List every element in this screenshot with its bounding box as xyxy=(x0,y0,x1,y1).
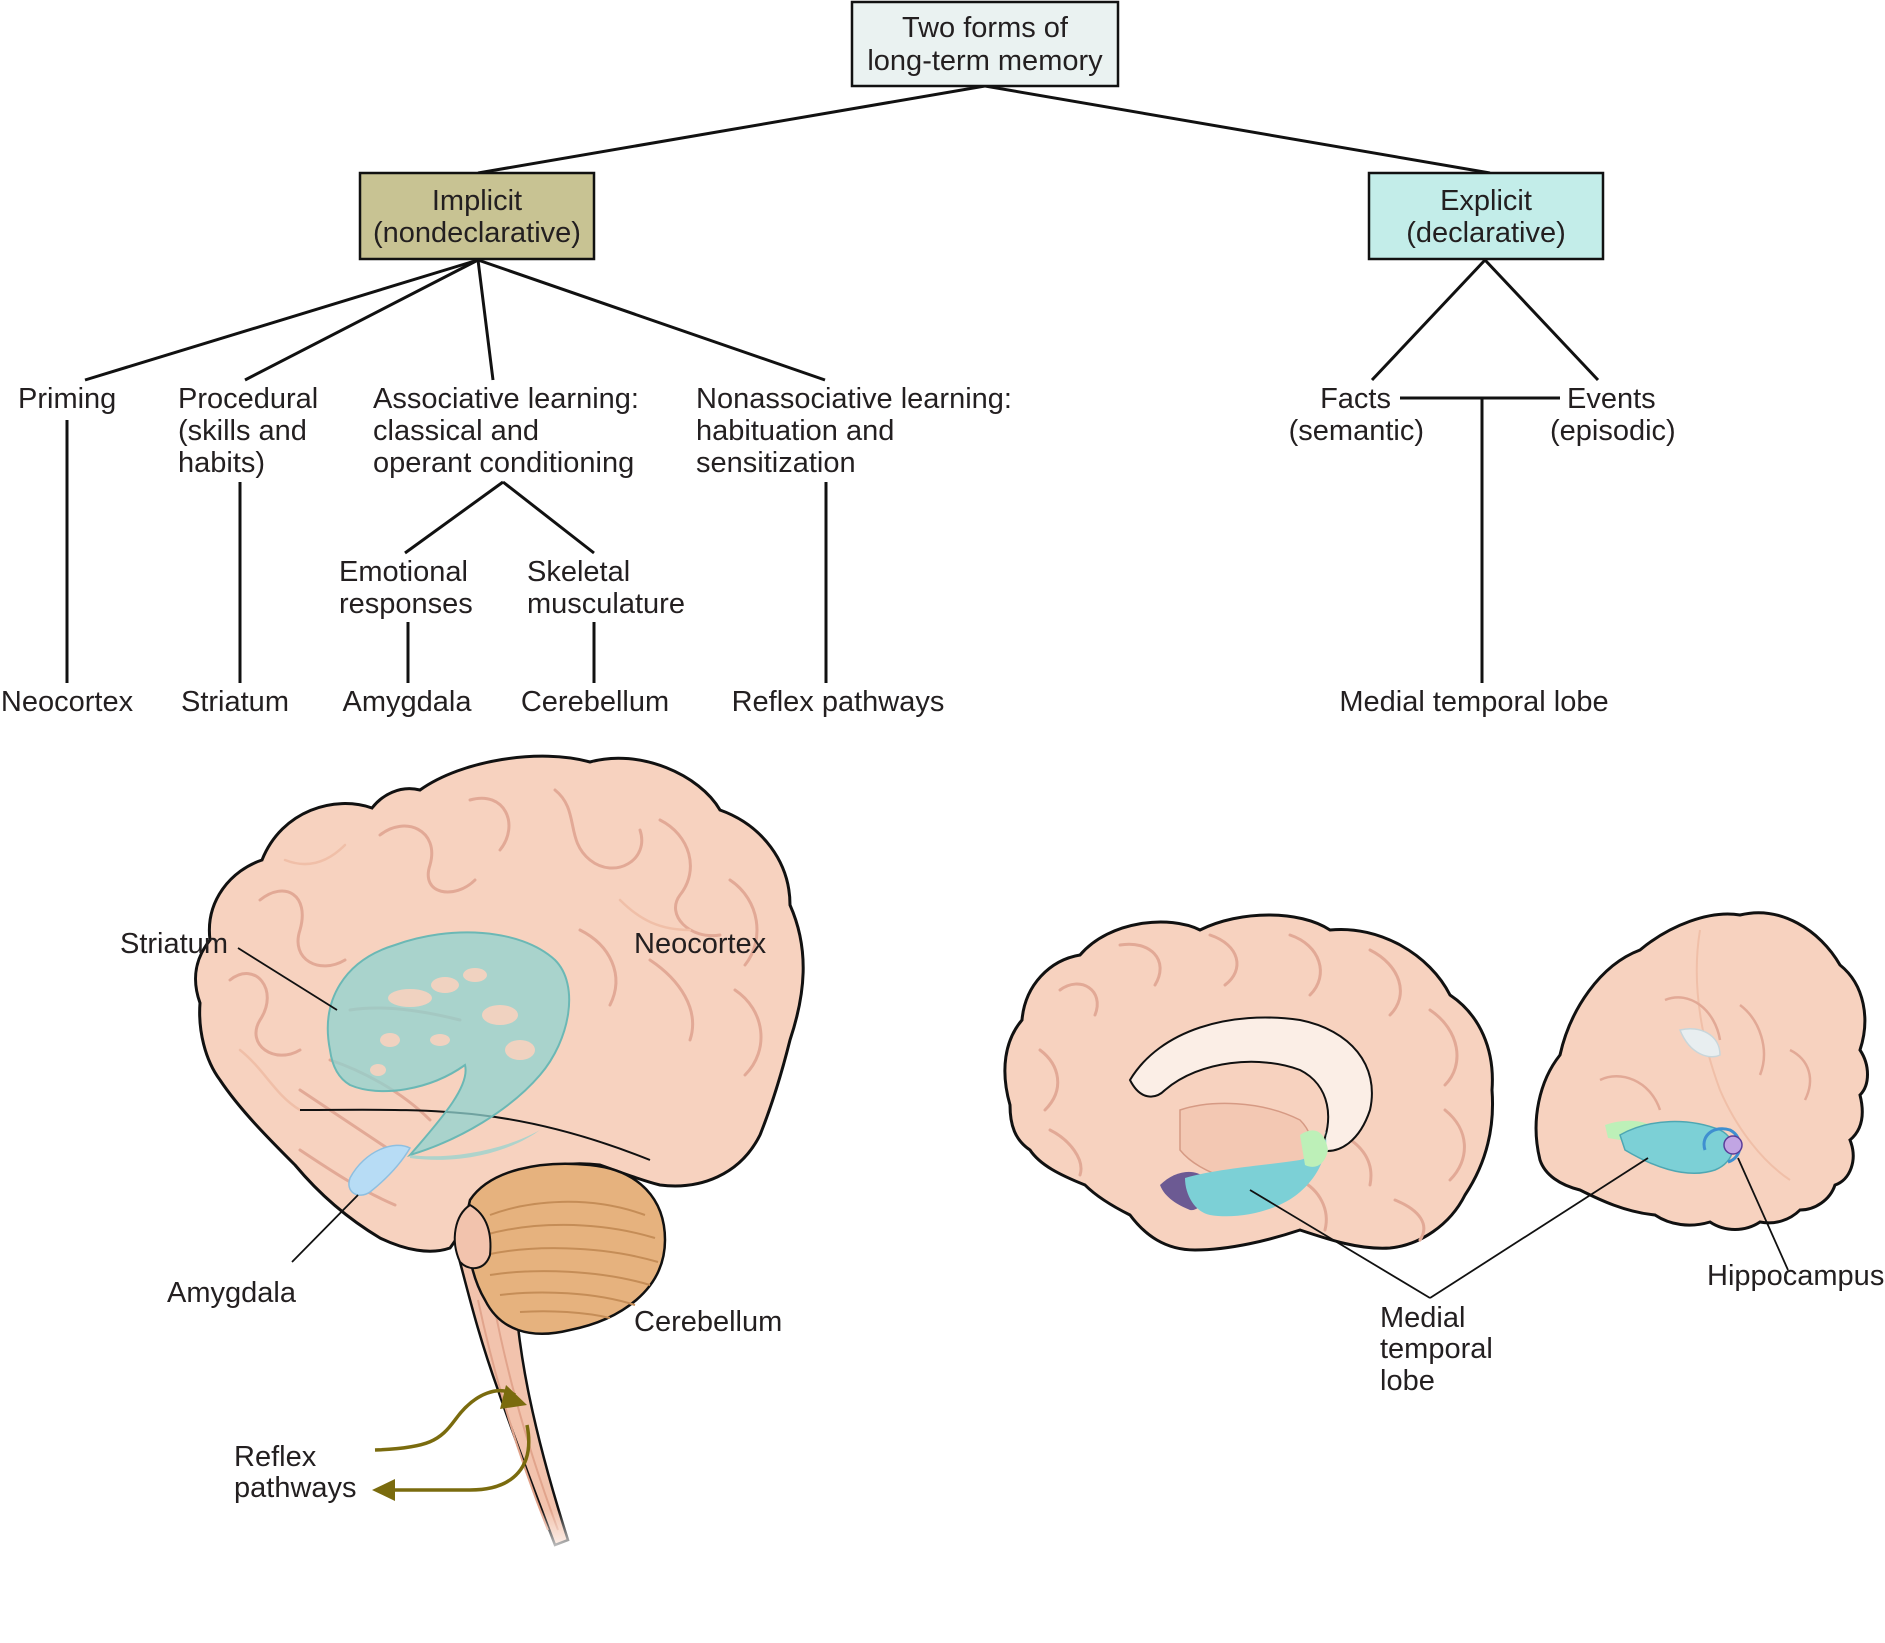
medial-brain-illustration xyxy=(1005,913,1868,1298)
facts-line1: Facts xyxy=(1320,383,1391,415)
implicit-box: Implicit (nondeclarative) xyxy=(360,173,594,259)
explicit-label-line1: Explicit xyxy=(1440,185,1532,217)
emotional-line1: Emotional xyxy=(339,556,468,588)
explicit-box: Explicit (declarative) xyxy=(1369,173,1603,259)
facts-line2: (semantic) xyxy=(1289,415,1424,447)
lb-reflex-line2: pathways xyxy=(234,1472,357,1504)
cerebellum-leaf: Cerebellum xyxy=(521,686,669,718)
procedural-line3: habits) xyxy=(178,447,265,479)
explicit-label-line2: (declarative) xyxy=(1406,217,1566,249)
events-line1: Events xyxy=(1567,383,1656,415)
lateral-brain-illustration xyxy=(195,756,803,1560)
lb-cerebellum-label: Cerebellum xyxy=(634,1306,782,1338)
mtl-leaf: Medial temporal lobe xyxy=(1339,686,1608,718)
nonassociative-line1: Nonassociative learning: xyxy=(696,383,1012,415)
implicit-label-line2: (nondeclarative) xyxy=(373,217,581,249)
skeletal-line1: Skeletal xyxy=(527,556,630,588)
reflex-arrows xyxy=(372,1385,529,1501)
events-line2: (episodic) xyxy=(1550,415,1676,447)
rb-mtl-line3: lobe xyxy=(1380,1365,1435,1397)
procedural-line2: (skills and xyxy=(178,415,307,447)
nonassociative-line3: sensitization xyxy=(696,447,856,479)
associative-line2: classical and xyxy=(373,415,539,447)
rb-hippocampus-label: Hippocampus xyxy=(1707,1260,1884,1292)
root-label-line1: Two forms of xyxy=(902,12,1069,44)
nonassociative-line2: habituation and xyxy=(696,415,894,447)
coronal-slice-outline xyxy=(1536,913,1867,1230)
amygdala-leaf: Amygdala xyxy=(343,686,473,718)
root-box: Two forms of long-term memory xyxy=(852,2,1118,86)
procedural-line1: Procedural xyxy=(178,383,318,415)
priming-label: Priming xyxy=(18,383,116,415)
lb-amygdala-label: Amygdala xyxy=(167,1277,297,1309)
skeletal-line2: musculature xyxy=(527,588,685,620)
emotional-line2: responses xyxy=(339,588,473,620)
tree-labels: Priming Procedural (skills and habits) A… xyxy=(1,383,1676,718)
reflex-leaf: Reflex pathways xyxy=(732,686,945,718)
associative-line3: operant conditioning xyxy=(373,447,634,479)
striatum-leaf: Striatum xyxy=(181,686,289,718)
rb-mtl-line2: temporal xyxy=(1380,1333,1493,1365)
lb-reflex-line1: Reflex xyxy=(234,1441,317,1473)
implicit-label-line1: Implicit xyxy=(432,185,522,217)
lb-neocortex-label: Neocortex xyxy=(634,928,767,960)
neocortex-leaf: Neocortex xyxy=(1,686,134,718)
root-label-line2: long-term memory xyxy=(867,45,1103,77)
rb-mtl-line1: Medial xyxy=(1380,1302,1465,1334)
lb-striatum-label: Striatum xyxy=(120,928,228,960)
associative-line1: Associative learning: xyxy=(373,383,639,415)
